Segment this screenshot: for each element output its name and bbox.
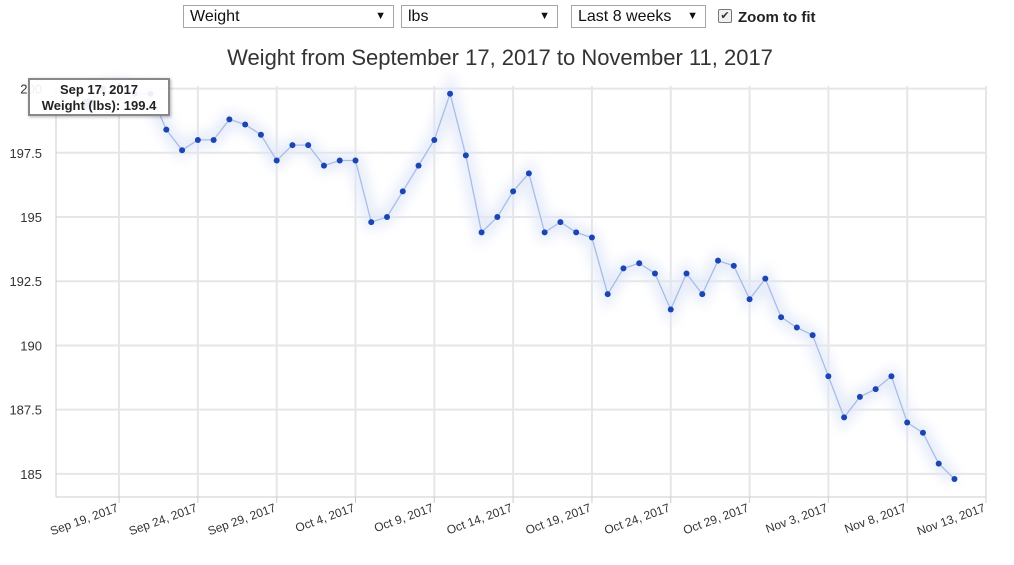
tooltip-date: Sep 17, 2017: [59, 82, 139, 97]
data-point: [415, 162, 422, 169]
data-point: [305, 142, 312, 149]
metric-select[interactable]: Weight ▼: [183, 5, 394, 28]
data-point: [163, 126, 170, 133]
data-point: [856, 393, 863, 400]
data-point: [778, 314, 785, 321]
data-point: [636, 260, 643, 267]
chevron-down-icon: ▼: [687, 10, 698, 22]
x-tick-label: Oct 29, 2017: [681, 501, 751, 538]
data-point: [289, 142, 296, 149]
x-tick-label: Oct 19, 2017: [524, 501, 594, 538]
data-point: [762, 275, 769, 282]
metric-select-value: Weight: [190, 8, 240, 25]
data-point: [525, 170, 532, 177]
zoom-to-fit-label: Zoom to fit: [738, 9, 816, 26]
weight-series: [82, 69, 960, 485]
x-axis-labels: Sep 19, 2017 Sep 24, 2017 Sep 29, 2017 Oct …: [48, 501, 987, 539]
data-point: [951, 476, 958, 483]
range-select-value: Last 8 weeks: [578, 8, 672, 25]
data-point: [825, 373, 832, 380]
data-point: [210, 136, 217, 143]
x-tick-label: Oct 24, 2017: [602, 501, 672, 538]
data-point: [651, 270, 658, 277]
data-point: [604, 291, 611, 298]
x-tick-label: Nov 8, 2017: [843, 501, 909, 536]
data-point: [399, 188, 406, 195]
data-point: [194, 136, 201, 143]
unit-select-value: lbs: [408, 8, 429, 25]
data-point: [872, 386, 879, 393]
data-point: [699, 291, 706, 298]
data-point: [730, 262, 737, 269]
x-tick-label: Nov 3, 2017: [764, 501, 830, 536]
x-tick-label: Nov 13, 2017: [915, 501, 987, 539]
data-point: [179, 147, 186, 154]
data-point: [352, 157, 359, 164]
data-point: [320, 162, 327, 169]
data-point: [715, 257, 722, 264]
data-point: [841, 414, 848, 421]
x-tick-label: Oct 14, 2017: [445, 501, 515, 538]
data-point: [226, 116, 233, 123]
unit-select[interactable]: lbs ▼: [401, 5, 558, 28]
data-point: [588, 234, 595, 241]
data-point: [809, 332, 816, 339]
data-point: [384, 214, 391, 221]
tooltip-value: Weight (lbs): 199.4: [41, 98, 157, 113]
data-point: [273, 157, 280, 164]
data-point: [904, 419, 911, 426]
data-point: [557, 219, 564, 226]
y-tick-label: 190: [20, 338, 42, 353]
chevron-down-icon: ▼: [539, 10, 550, 22]
axes: [55, 86, 987, 503]
weight-points: [82, 83, 958, 483]
y-tick-label: 197.5: [9, 146, 42, 161]
x-tick-label: Sep 24, 2017: [127, 501, 199, 539]
data-point: [573, 229, 580, 236]
data-point: [447, 90, 454, 97]
data-point: [494, 214, 501, 221]
y-tick-label: 185: [20, 467, 42, 482]
data-point: [935, 460, 942, 467]
data-point: [919, 429, 926, 436]
data-point: [746, 296, 753, 303]
data-point: [541, 229, 548, 236]
range-select[interactable]: Last 8 weeks ▼: [571, 5, 706, 28]
chart-title: Weight from September 17, 2017 to Novemb…: [227, 45, 773, 70]
series-glow: [82, 69, 960, 485]
data-point: [510, 188, 517, 195]
y-tick-label: 192.5: [9, 274, 42, 289]
data-point: [888, 373, 895, 380]
data-point: [257, 131, 264, 138]
x-tick-label: Oct 4, 2017: [293, 501, 356, 535]
x-tick-label: Sep 29, 2017: [206, 501, 278, 539]
data-point: [620, 265, 627, 272]
data-point: [478, 229, 485, 236]
y-tick-label: 187.5: [9, 403, 42, 418]
y-tick-label: 195: [20, 210, 42, 225]
chart-controls: Weight ▼ lbs ▼ Last 8 weeks ▼ ✔ Zoom to …: [0, 5, 1014, 31]
data-point: [462, 152, 469, 159]
x-tick-label: Sep 19, 2017: [48, 501, 120, 539]
hover-tooltip: Sep 17, 2017 Weight (lbs): 199.4: [28, 78, 170, 116]
chevron-down-icon: ▼: [375, 10, 386, 22]
data-point: [431, 136, 438, 143]
zoom-to-fit-checkbox[interactable]: ✔: [718, 9, 732, 23]
data-point: [336, 157, 343, 164]
data-point: [793, 324, 800, 331]
data-point: [242, 121, 249, 128]
data-point: [683, 270, 690, 277]
data-point: [368, 219, 375, 226]
x-tick-label: Oct 9, 2017: [372, 501, 435, 535]
data-point: [667, 306, 674, 313]
